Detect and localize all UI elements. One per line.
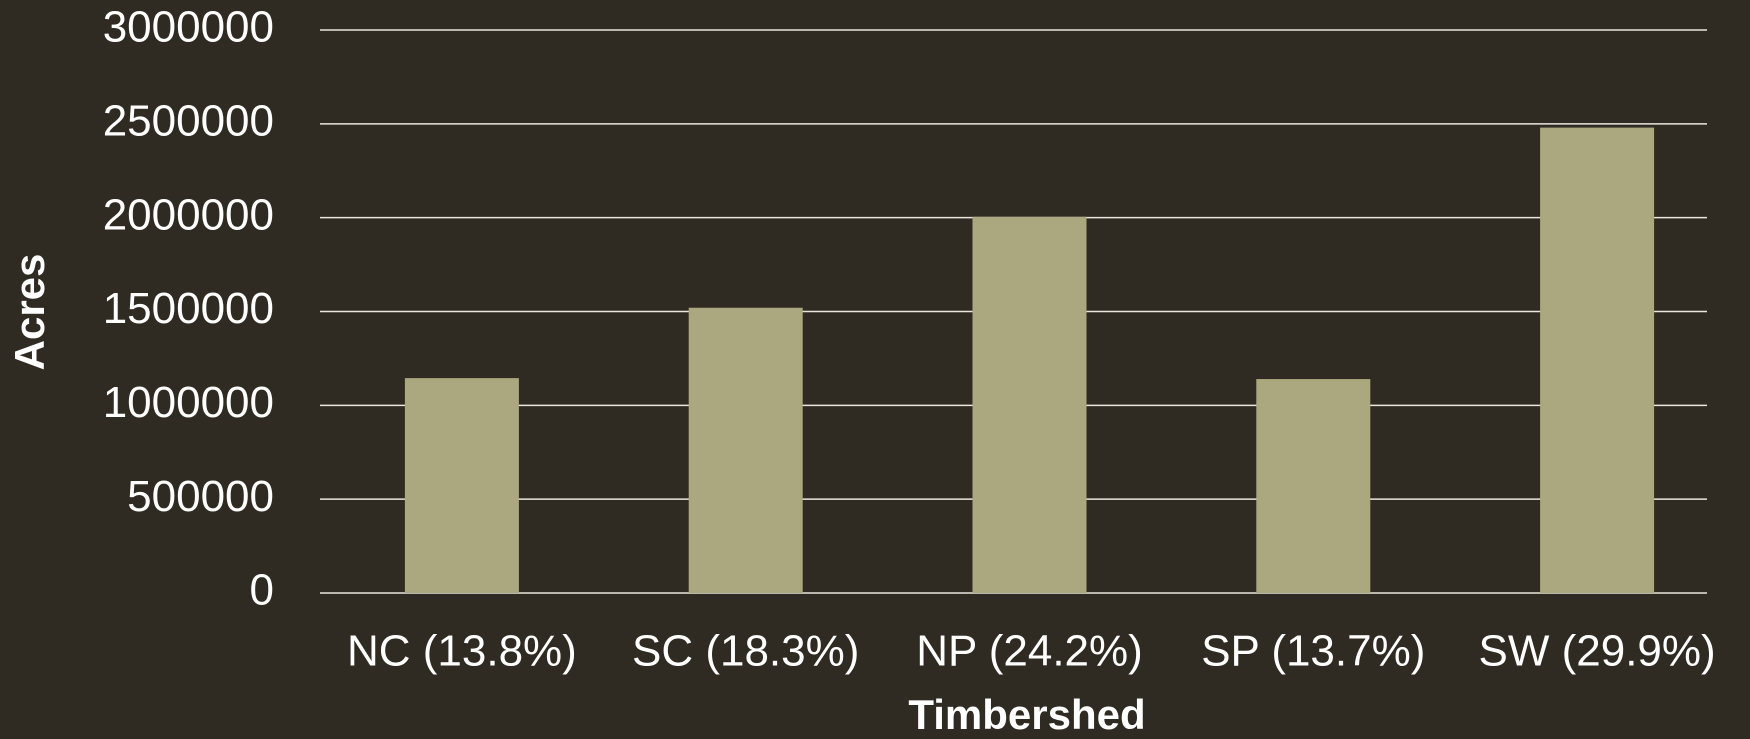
y-tick-label: 2000000 [103,190,274,239]
y-tick-label: 1500000 [103,284,274,333]
y-tick-label: 2500000 [103,96,274,145]
y-tick-label: 1000000 [103,378,274,427]
x-tick-label: NC (13.8%) [347,627,577,676]
bar [1256,379,1371,593]
y-tick-label: 500000 [127,472,274,521]
y-tick-label: 0 [250,566,274,615]
y-axis-title: Acres [6,254,53,371]
x-tick-label: SW (29.9%) [1479,627,1716,676]
bar [972,216,1087,593]
y-tick-label: 3000000 [103,3,274,52]
bar [404,378,519,593]
bar [688,307,803,593]
x-tick-label: SP (13.7%) [1201,627,1425,676]
x-axis-title: Timbershed [908,691,1145,738]
x-tick-label: NP (24.2%) [916,627,1143,676]
x-tick-label: SC (18.3%) [632,627,859,676]
bar [1540,127,1655,593]
